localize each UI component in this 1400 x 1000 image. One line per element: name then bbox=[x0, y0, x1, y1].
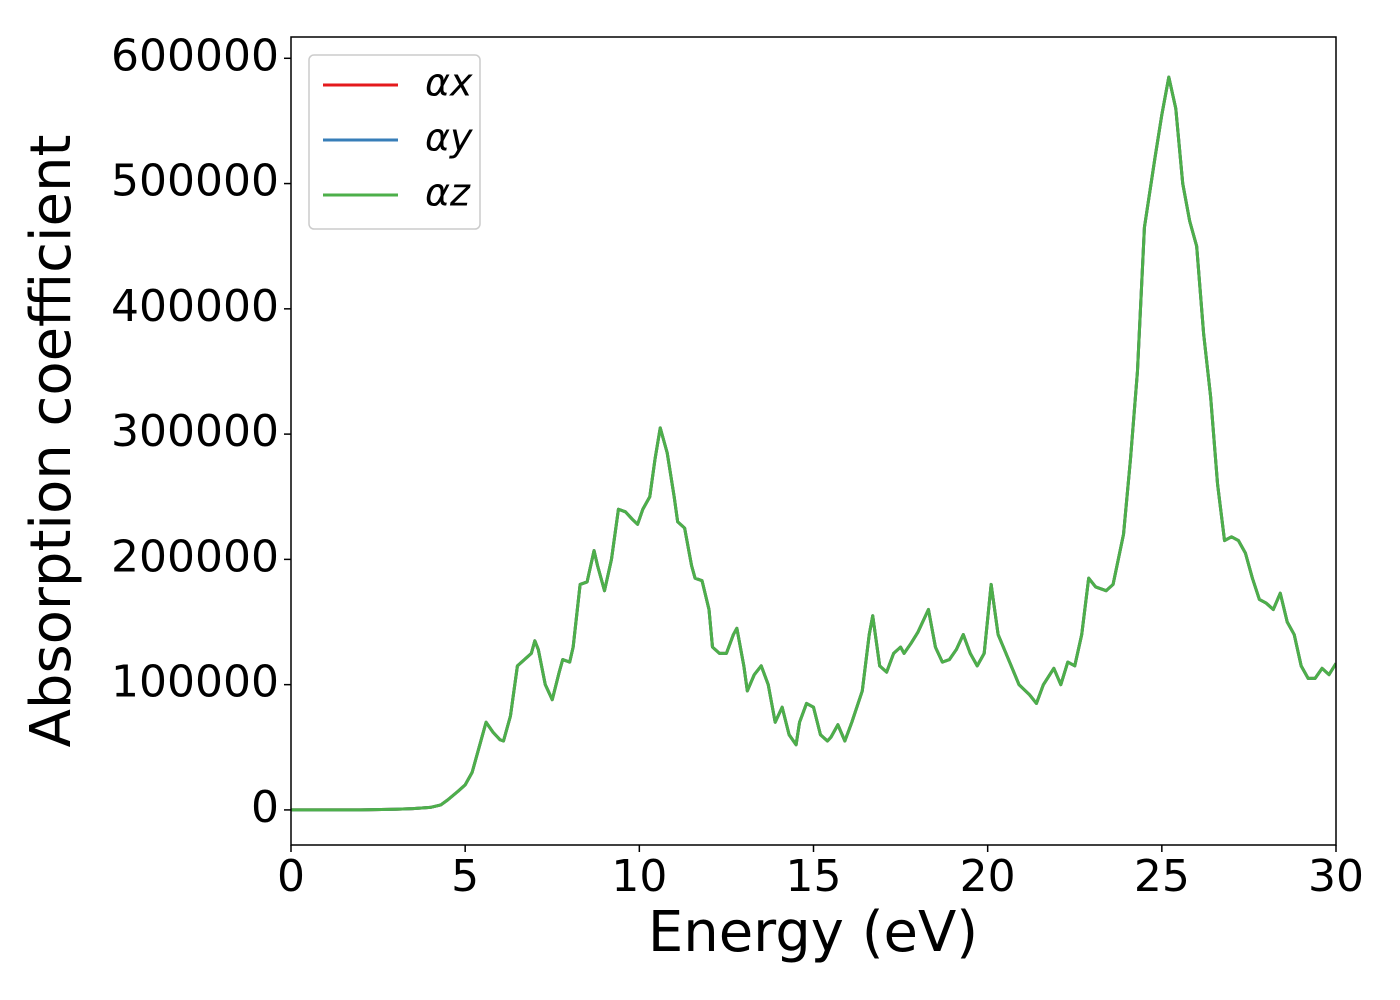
y-axis-label: Absorption coefficient bbox=[19, 135, 84, 748]
legend-label: αz bbox=[425, 171, 471, 215]
plot bbox=[291, 75, 1336, 812]
legend-label: αx bbox=[425, 61, 473, 105]
y-tick-label: 300000 bbox=[111, 406, 279, 457]
y-tick-label: 100000 bbox=[111, 657, 279, 708]
x-axis-label: Energy (eV) bbox=[648, 900, 978, 965]
x-tick-label: 30 bbox=[1308, 851, 1364, 902]
x-tick-label: 15 bbox=[786, 851, 842, 902]
plot-frame bbox=[290, 36, 1337, 846]
x-tick-label: 5 bbox=[451, 851, 479, 902]
y-tick-label: 200000 bbox=[111, 531, 279, 582]
x-tick-label: 20 bbox=[960, 851, 1016, 902]
y-tick-label: 600000 bbox=[111, 30, 279, 81]
y-tick-label: 0 bbox=[251, 782, 279, 833]
x-tick-label: 10 bbox=[611, 851, 667, 902]
legend-box bbox=[308, 54, 481, 230]
y-tick-label: 500000 bbox=[111, 156, 279, 207]
y-tick-label: 400000 bbox=[111, 281, 279, 332]
legend-label: αy bbox=[425, 116, 473, 160]
x-tick-label: 0 bbox=[277, 851, 305, 902]
x-tick-label: 25 bbox=[1134, 851, 1190, 902]
series-line bbox=[291, 75, 1336, 812]
